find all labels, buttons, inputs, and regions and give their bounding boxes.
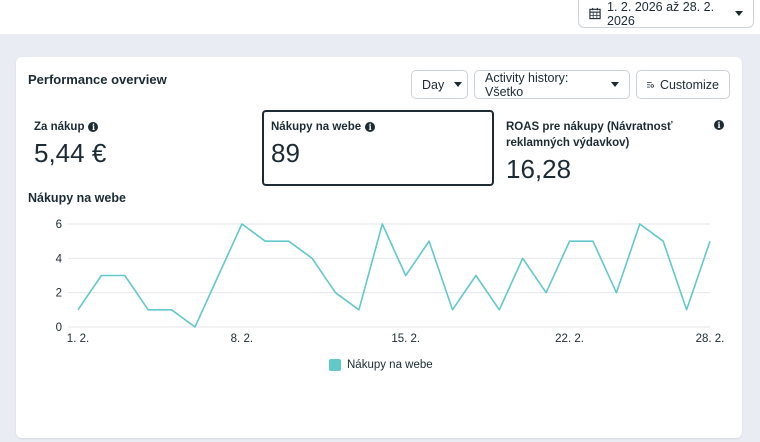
y-tick-label: 2 [56,288,62,300]
x-tick-label: 1. 2. [67,333,89,345]
customize-button[interactable]: Customize [636,70,730,99]
x-tick-label: 8. 2. [231,333,253,345]
x-tick-label: 15. 2. [391,333,420,345]
y-tick-label: 0 [56,322,62,334]
metric-label: ROAS pre nákupy (Návratnosť reklamných v… [506,121,673,149]
activity-history-dropdown[interactable]: Activity history: Všetko [474,70,630,99]
chart-legend[interactable]: Nákupy na webe [329,359,433,371]
customize-icon [647,82,654,88]
y-tick-label: 6 [56,219,62,231]
chart-title: Nákupy na webe [28,191,126,205]
x-tick-label: 28. 2. [696,333,725,345]
info-icon[interactable]: i [88,122,99,132]
legend-label: Nákupy na webe [347,359,433,371]
top-bar: 1. 2. 2026 až 28. 2. 2026 [0,0,760,34]
y-tick-label: 4 [56,253,63,265]
line-chart: 0 2 4 6 1. 2. 8. 2. 15. 2. 22. 2. 28. 2. [56,219,725,345]
customize-label: Customize [659,77,719,92]
metric-value: 89 [271,138,300,168]
activity-history-label: Activity history: Všetko [485,70,569,99]
info-icon[interactable]: i [714,120,724,130]
metric-website-purchases[interactable]: Nákupy na webe i 89 [262,110,494,186]
x-tick-label: 22. 2. [555,333,584,345]
date-range-picker[interactable]: 1. 2. 2026 až 28. 2. 2026 [578,0,754,28]
metric-label: Za nákup [34,121,85,133]
legend-swatch [329,359,341,371]
chevron-down-icon [611,82,619,87]
chevron-down-icon [735,11,743,16]
granularity-label: Day [422,77,445,92]
metric-cost-per-purchase[interactable]: Za nákup i 5,44 € [34,110,254,186]
calendar-icon [589,7,601,20]
metric-label: Nákupy na webe [271,121,362,133]
performance-overview-card: Performance overview Day Activity histor… [16,57,742,438]
series-line [77,223,711,328]
info-icon[interactable]: i [365,122,376,132]
date-range-label: 1. 2. 2026 až 28. 2. 2026 [607,0,715,28]
metric-roas[interactable]: ROAS pre nákupy (Návratnosť reklamných v… [506,110,726,186]
chevron-down-icon [454,82,463,87]
metric-value: 5,44 € [34,138,107,168]
card-title: Performance overview [28,72,167,87]
granularity-dropdown[interactable]: Day [411,70,468,99]
metric-value: 16,28 [506,154,572,184]
